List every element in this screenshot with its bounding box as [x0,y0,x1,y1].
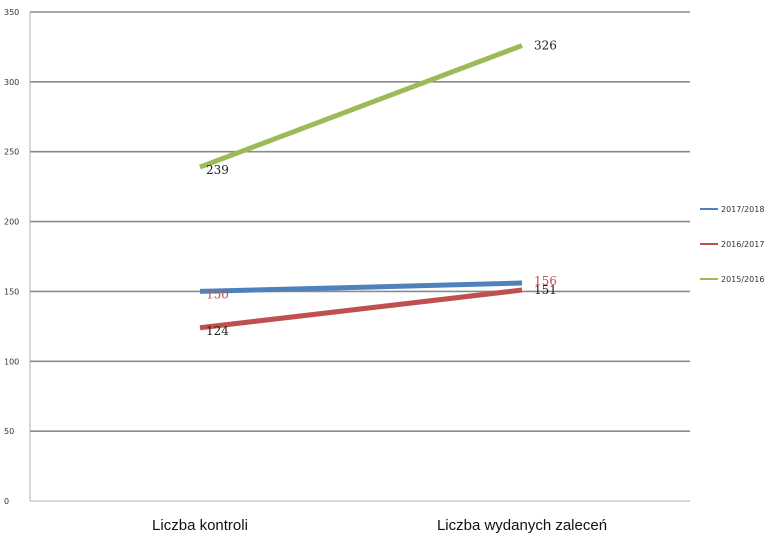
series-line [199,43,523,170]
data-label: 150 [206,287,229,301]
data-labels: 150 156 124 151 239 326 [206,39,557,338]
y-tick-label: 200 [4,218,19,227]
legend-label: 2015/2016 [721,275,764,284]
data-label: 156 [534,274,557,288]
y-tick-label: 300 [4,78,19,87]
y-tick-label: 350 [4,8,19,17]
x-category-label: Liczba kontroli [152,517,248,534]
legend: 2017/2018 2016/2017 2015/2016 [700,205,764,284]
y-tick-label: 50 [4,427,14,436]
data-label: 239 [206,163,229,177]
data-label: 124 [206,324,229,338]
series-lines [199,43,523,331]
data-label: 326 [534,39,557,53]
y-tick-label: 100 [4,357,19,366]
data-label: 151 [534,283,557,297]
y-tick-label: 150 [4,287,19,296]
x-axis-category-labels: Liczba kontroli Liczba wydanych zaleceń [152,517,607,534]
y-axis-tick-labels: 0 50 100 150 200 250 300 350 [4,8,19,506]
series-line [199,287,523,331]
series-line [199,280,523,294]
x-category-label: Liczba wydanych zaleceń [437,517,607,534]
gridlines [30,11,690,502]
y-tick-label: 0 [4,497,9,506]
legend-label: 2017/2018 [721,205,764,214]
legend-label: 2016/2017 [721,240,764,249]
y-tick-label: 250 [4,148,19,157]
